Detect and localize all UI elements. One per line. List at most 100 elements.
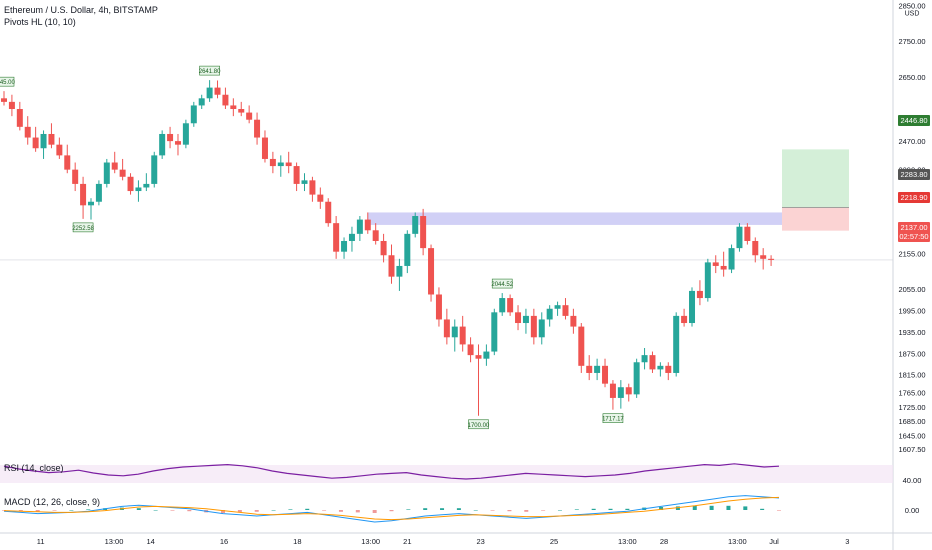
macd-histogram-bar [423,508,428,510]
candle-body [507,298,514,313]
price-tick-label: 2850.00 [898,2,925,11]
price-tick-label: 1685.00 [898,417,925,426]
price-tick-label: 1875.00 [898,349,925,358]
candle-body [451,326,458,338]
candle-body [420,216,427,249]
macd-line [3,495,780,523]
candle-body [467,344,474,356]
candle-body [570,315,577,327]
candle-body [40,133,47,149]
candle-body [696,290,703,299]
candle-body [269,158,276,167]
candle-body [119,169,126,177]
candle-body [522,315,529,324]
candle-body [633,362,640,395]
pivot-box [199,65,220,76]
candle-body [673,315,680,373]
macd-histogram-bar [591,508,596,510]
candle-body [151,155,158,184]
macd-histogram-bar [456,508,461,510]
candle-body [530,315,537,338]
candle-body [657,365,664,370]
candle-body [435,294,442,320]
candle-body [712,262,719,266]
price-tick-label: 2470.00 [898,137,925,146]
macd-histogram-bar [187,510,192,512]
price-tick-label: 1995.00 [898,307,925,316]
candle-body [641,355,648,363]
macd-histogram-bar [743,506,748,510]
price-tick-label: 2155.00 [898,249,925,258]
macd-histogram-bar [692,505,697,510]
candle-body [546,308,553,320]
candle-body [372,230,379,241]
price-tick-label: 1765.00 [898,389,925,398]
macd-histogram-bar [355,510,360,513]
macd-histogram-bar [338,510,343,512]
macd-histogram-bar [541,510,546,511]
time-tick-label: 28 [660,537,668,546]
macd-histogram-bar [52,510,57,511]
candle-body [56,144,63,156]
pivot-box [0,76,15,87]
macd-histogram-bar [557,510,562,511]
countdown-badge: 02:57:50 [898,231,930,242]
candle-body [428,248,435,295]
candle-body [190,105,197,124]
candle-body [48,133,55,145]
candle-body [261,137,268,159]
candle-body [293,166,300,184]
candle-body [412,216,419,234]
price-tick-label: 1815.00 [898,371,925,380]
candle-body [594,365,601,373]
current-price-badge: 2137.00 [898,222,930,233]
candle-body [538,319,545,338]
macd-histogram-bar [288,509,293,510]
macd-histogram-bar [254,510,259,512]
time-tick-label: 18 [293,537,301,546]
macd-histogram-bar [406,509,411,510]
candle-body [760,255,767,259]
candle-body [72,169,79,184]
candle-body [736,226,743,249]
macd-histogram-bar [473,510,478,511]
macd-histogram-bar [490,510,495,511]
macd-histogram-bar [440,508,445,510]
macd-histogram-bar [69,510,74,511]
candle-body [230,105,237,110]
resistance-zone [367,212,783,225]
candle-body [499,298,506,313]
candle-body [238,109,245,113]
macd-histogram-bar [2,510,6,511]
macd-histogram-bar [136,508,141,510]
time-tick-label: 13:00 [618,537,637,546]
candle-body [127,176,134,192]
candle-body [182,123,189,145]
pivot-box [491,278,513,289]
macd-histogram-bar [322,510,327,511]
macd-tick-label: 0.00 [905,506,920,515]
candle-body [356,219,363,234]
candle-body [752,240,759,256]
candle-body [8,101,15,110]
candle-body [206,87,213,99]
macd-histogram-bar [524,510,529,512]
price-tick-label: 2055.00 [898,285,925,294]
candle-body [246,112,253,120]
time-tick-label: 25 [550,537,558,546]
candle-body [515,312,522,324]
time-tick-label: 11 [37,537,45,546]
candle-body [380,240,387,256]
time-tick-label: 13:00 [105,537,124,546]
candle-body [143,183,150,188]
candle-body [396,265,403,277]
candle-body [562,305,569,316]
candle-body [333,223,340,252]
time-tick-label: 3 [845,537,849,546]
macd-histogram-bar [153,510,158,511]
pivot-box [72,222,94,233]
time-tick-label: 23 [476,537,484,546]
candle-body [617,387,624,398]
